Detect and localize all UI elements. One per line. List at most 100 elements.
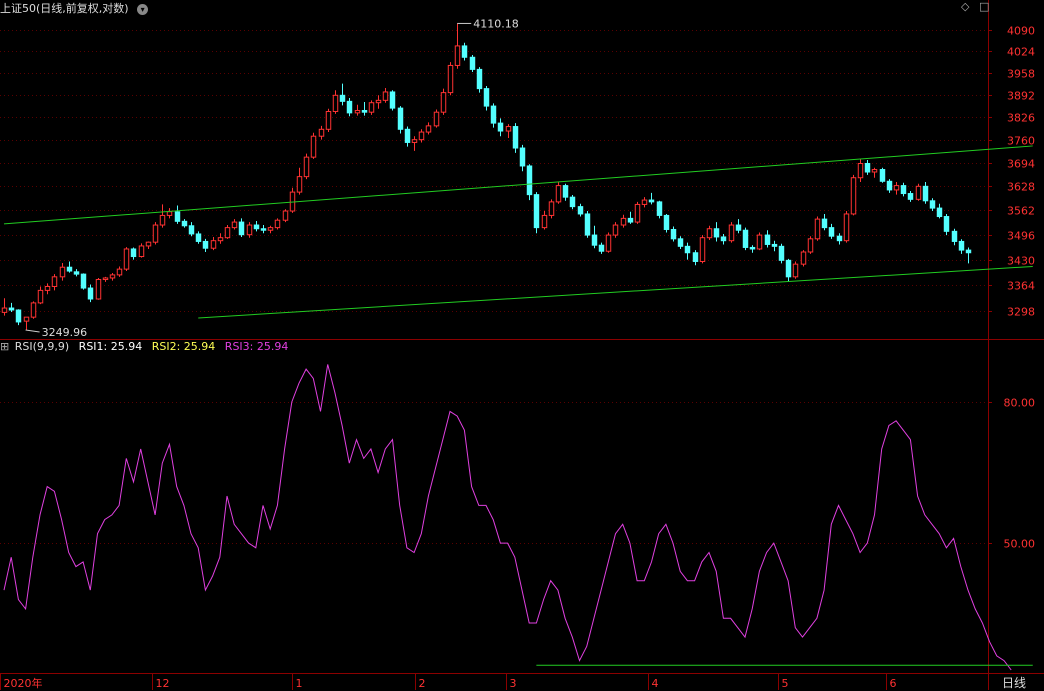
- candle-body: [253, 224, 260, 230]
- candle: [965, 247, 972, 264]
- candle: [30, 301, 37, 319]
- candle: [670, 226, 677, 242]
- candle: [785, 258, 792, 282]
- candle: [677, 236, 684, 249]
- candle-body: [461, 45, 468, 58]
- candle: [893, 182, 900, 195]
- candle-body: [526, 165, 533, 196]
- candle-body: [663, 214, 670, 230]
- candle: [943, 213, 950, 236]
- dropdown-icon[interactable]: ▾: [137, 3, 149, 15]
- candle-body: [238, 221, 245, 236]
- annotation-label: 3249.96: [42, 326, 88, 339]
- candle-body: [224, 227, 231, 239]
- candle: [821, 213, 828, 231]
- candle: [936, 203, 943, 219]
- candle: [483, 85, 490, 111]
- candle-body: [943, 216, 950, 232]
- candle: [159, 204, 166, 228]
- candle-body: [210, 240, 217, 249]
- candle: [749, 245, 756, 253]
- candle: [389, 90, 396, 111]
- candle: [915, 183, 922, 201]
- candle-body: [778, 245, 785, 261]
- candle-body: [490, 105, 497, 124]
- candle-body: [361, 109, 368, 113]
- candle: [130, 247, 137, 260]
- candle: [253, 220, 260, 232]
- candle-body: [339, 94, 346, 102]
- candle: [469, 54, 476, 73]
- chart-title[interactable]: 上证50(日线,前复权,对数): [0, 2, 129, 15]
- candle-body: [728, 224, 735, 242]
- candle-body: [73, 271, 80, 275]
- price-tick-label: 3298: [1007, 306, 1035, 319]
- candle-body: [246, 224, 253, 236]
- rsi1-value: RSI1: 25.94: [78, 340, 143, 353]
- candle-body: [95, 279, 102, 300]
- time-tick-label: 5: [782, 677, 789, 690]
- square-icon[interactable]: □: [978, 0, 990, 13]
- period-label: 日线: [1002, 676, 1026, 690]
- candle: [73, 269, 80, 277]
- rsi-gridlines: [0, 402, 988, 544]
- candle-body: [30, 302, 37, 318]
- candle-body: [756, 234, 763, 250]
- candle-body: [886, 180, 893, 191]
- indicator-collapse-icon[interactable]: ⊞: [0, 340, 10, 353]
- candle: [620, 214, 627, 228]
- candle-body: [51, 276, 58, 287]
- candle: [368, 100, 375, 115]
- candle-body: [843, 213, 850, 242]
- candle: [174, 205, 181, 224]
- candle-body: [764, 234, 771, 245]
- candle-body: [159, 214, 166, 226]
- candle-body: [231, 221, 238, 229]
- candle-body: [37, 289, 44, 304]
- candle: [289, 187, 296, 213]
- candle: [627, 211, 634, 224]
- candle-body: [907, 193, 914, 200]
- diamond-icon[interactable]: ◇: [961, 0, 970, 13]
- candle: [246, 222, 253, 238]
- candle-body: [1, 307, 8, 313]
- candle: [217, 233, 224, 244]
- candle: [800, 250, 807, 267]
- candle: [123, 247, 130, 272]
- candle-body: [677, 238, 684, 247]
- candle-body: [800, 251, 807, 265]
- candle-body: [555, 185, 562, 203]
- candle: [461, 42, 468, 61]
- candle: [95, 277, 102, 300]
- candle: [713, 222, 720, 242]
- price-tick-label: 3760: [1007, 135, 1035, 148]
- candle-body: [656, 201, 663, 216]
- candle-body: [548, 201, 555, 216]
- candle-body: [879, 169, 886, 182]
- candle-body: [807, 238, 814, 253]
- candle: [397, 106, 404, 134]
- candle: [116, 266, 123, 277]
- time-tick-label: 1: [296, 677, 303, 690]
- candle-body: [411, 139, 418, 143]
- candle-body: [512, 126, 519, 149]
- candle: [224, 225, 231, 239]
- candle: [382, 87, 389, 103]
- candle: [404, 126, 411, 147]
- candle: [433, 109, 440, 128]
- candle-body: [80, 273, 87, 289]
- candle-body: [541, 214, 548, 229]
- candle-body: [102, 277, 109, 281]
- candle: [742, 227, 749, 251]
- candlestick-series: [1, 23, 972, 330]
- time-tick-label: 2: [419, 677, 426, 690]
- price-tick-label: 3364: [1007, 280, 1035, 293]
- candle-body: [893, 185, 900, 191]
- candle: [51, 274, 58, 291]
- candle-body: [627, 217, 634, 223]
- candle-body: [274, 219, 281, 229]
- candle: [274, 218, 281, 230]
- annotation-label: 4110.18: [473, 17, 519, 30]
- indicator-name[interactable]: RSI(9,9,9): [14, 340, 70, 353]
- price-tick-label: 3694: [1007, 158, 1035, 171]
